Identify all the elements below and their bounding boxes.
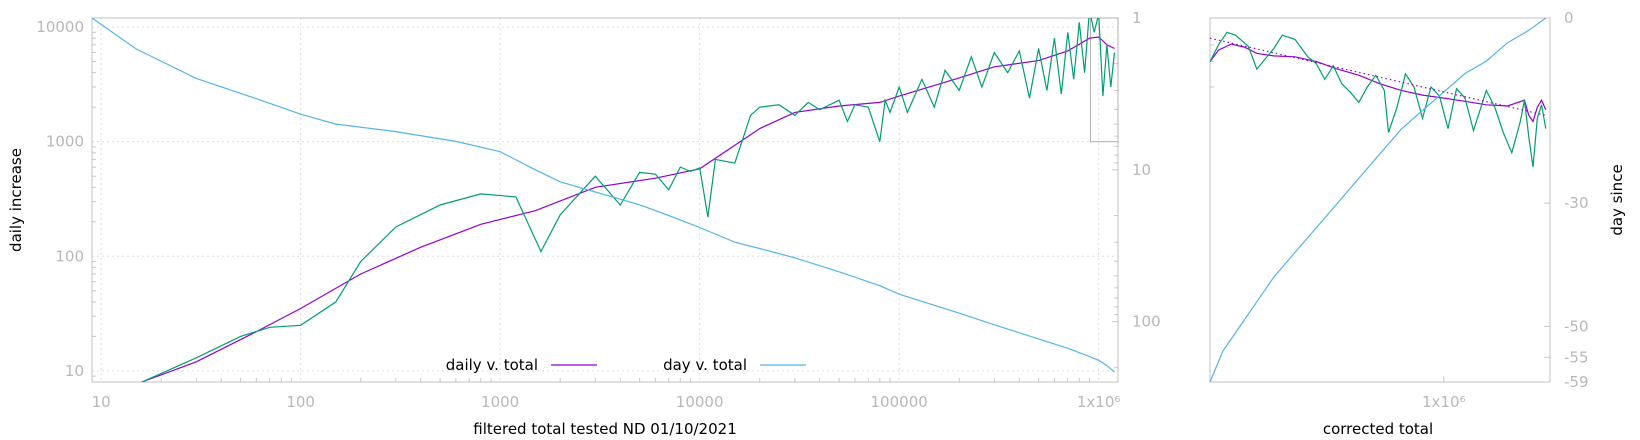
main-series-line-2 [92, 18, 1115, 373]
x-tick-label: 1x10⁶ [1077, 393, 1121, 411]
main-grid [92, 18, 1118, 382]
inset-y2-tick-label: -59 [1564, 373, 1589, 391]
inset-series-line-2 [1210, 18, 1547, 382]
main-plot-frame [91, 17, 1119, 383]
inset-plot-frame [1209, 17, 1551, 383]
y2-tick-label: 100 [1132, 313, 1161, 331]
main-series-line-0 [141, 36, 1115, 382]
main-series-layer [92, 18, 1116, 382]
x-tick-label: 10 [92, 393, 111, 411]
inset-x-tick-label: 1x10⁶ [1422, 393, 1466, 411]
tick-label-layer: 10 100 1000 10000 100000 1x10⁶101001000100001… [36, 9, 1588, 411]
inset-y2-axis-label: day since [1608, 164, 1626, 235]
x-tick-label: 100 [286, 393, 315, 411]
inset-y2-tick-label: -30 [1564, 194, 1589, 212]
main-x-axis-label: filtered total tested ND 01/10/2021 [473, 420, 736, 438]
legend: daily v. total day v. total [446, 356, 806, 374]
y-tick-label: 100 [55, 247, 84, 265]
main-plot-border [91, 17, 1119, 383]
inset-series-line-3 [1210, 37, 1546, 116]
legend-label-daily: daily v. total [446, 356, 538, 374]
inset-y2-tick-label: -50 [1564, 317, 1589, 335]
inset-plot-border [1209, 17, 1551, 383]
inset-y2-tick-label: 0 [1564, 9, 1574, 27]
x-tick-label: 1000 [481, 393, 519, 411]
y2-tick-label: 10 [1132, 161, 1151, 179]
main-y-axis-label: daily increase [7, 148, 25, 252]
inset-x-axis-label: corrected total [1323, 420, 1433, 438]
y-tick-label: 1000 [46, 133, 84, 151]
inset-y2-tick-label: -55 [1564, 348, 1589, 366]
y-tick-label: 10 [65, 362, 84, 380]
main-series-line-1 [141, 18, 1116, 382]
x-tick-label: 10000 [676, 393, 724, 411]
inset-series-layer [1210, 18, 1547, 382]
x-tick-label: 100000 [871, 393, 928, 411]
inset-series-line-1 [1210, 31, 1547, 168]
legend-label-day: day v. total [663, 356, 747, 374]
y-tick-label: 10000 [36, 18, 84, 36]
zoom-region-box [1089, 17, 1119, 143]
y2-tick-label: 1 [1132, 9, 1142, 27]
